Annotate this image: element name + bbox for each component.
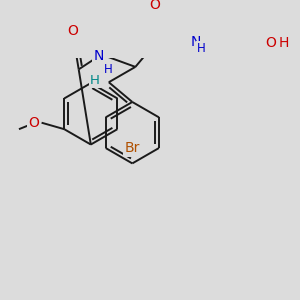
Text: N: N [94,50,104,63]
Text: N: N [191,35,201,49]
Text: H: H [279,36,289,50]
Text: H: H [90,74,100,87]
Text: O: O [28,116,39,130]
Text: Br: Br [124,141,140,155]
Text: O: O [68,24,79,38]
Text: H: H [104,63,112,76]
Text: O: O [265,36,276,50]
Text: O: O [150,0,160,12]
Text: H: H [197,42,206,55]
